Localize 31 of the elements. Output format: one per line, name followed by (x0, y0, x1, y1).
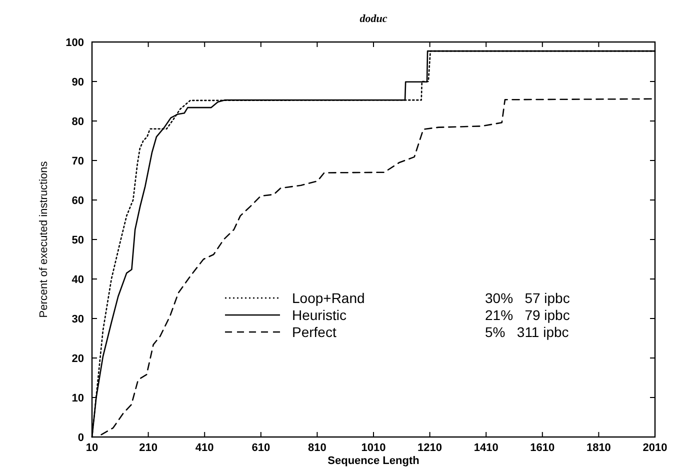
x-tick-label: 1210 (418, 442, 442, 454)
x-tick-label: 1010 (361, 442, 386, 454)
x-tick-label: 1410 (474, 442, 498, 454)
y-tick-label: 20 (72, 353, 84, 365)
x-tick-label: 410 (195, 442, 214, 454)
y-tick-label: 40 (72, 274, 84, 286)
annotation: 30% 57 ipbc (485, 290, 570, 306)
legend-label: Heuristic (292, 307, 346, 323)
x-tick-label: 610 (252, 442, 270, 454)
x-tick-label: 210 (139, 442, 158, 454)
legend-label: Loop+Rand (292, 290, 365, 306)
y-axis-title: Percent of executed instructions (38, 160, 50, 318)
x-tick-label: 2010 (642, 442, 668, 454)
x-axis-title: Sequence Length (328, 455, 420, 467)
x-tick-label: 1810 (586, 442, 611, 454)
y-tick-label: 70 (72, 156, 84, 168)
x-tick-label: 810 (308, 442, 326, 454)
y-tick-label: 30 (72, 314, 84, 326)
y-tick-label: 90 (72, 76, 84, 88)
chart-title: doduc (360, 13, 388, 25)
y-tick-label: 100 (66, 37, 84, 49)
x-tick-label: 10 (86, 442, 98, 454)
y-tick-label: 0 (78, 432, 84, 444)
y-tick-label: 50 (72, 234, 84, 246)
legend-label: Perfect (292, 324, 336, 340)
annotation: 21% 79 ipbc (485, 307, 570, 323)
y-tick-label: 60 (72, 195, 84, 207)
y-tick-label: 10 (72, 392, 84, 404)
annotation: 5% 311 ipbc (485, 324, 569, 340)
y-tick-label: 80 (72, 116, 84, 128)
x-tick-label: 1610 (530, 442, 555, 454)
